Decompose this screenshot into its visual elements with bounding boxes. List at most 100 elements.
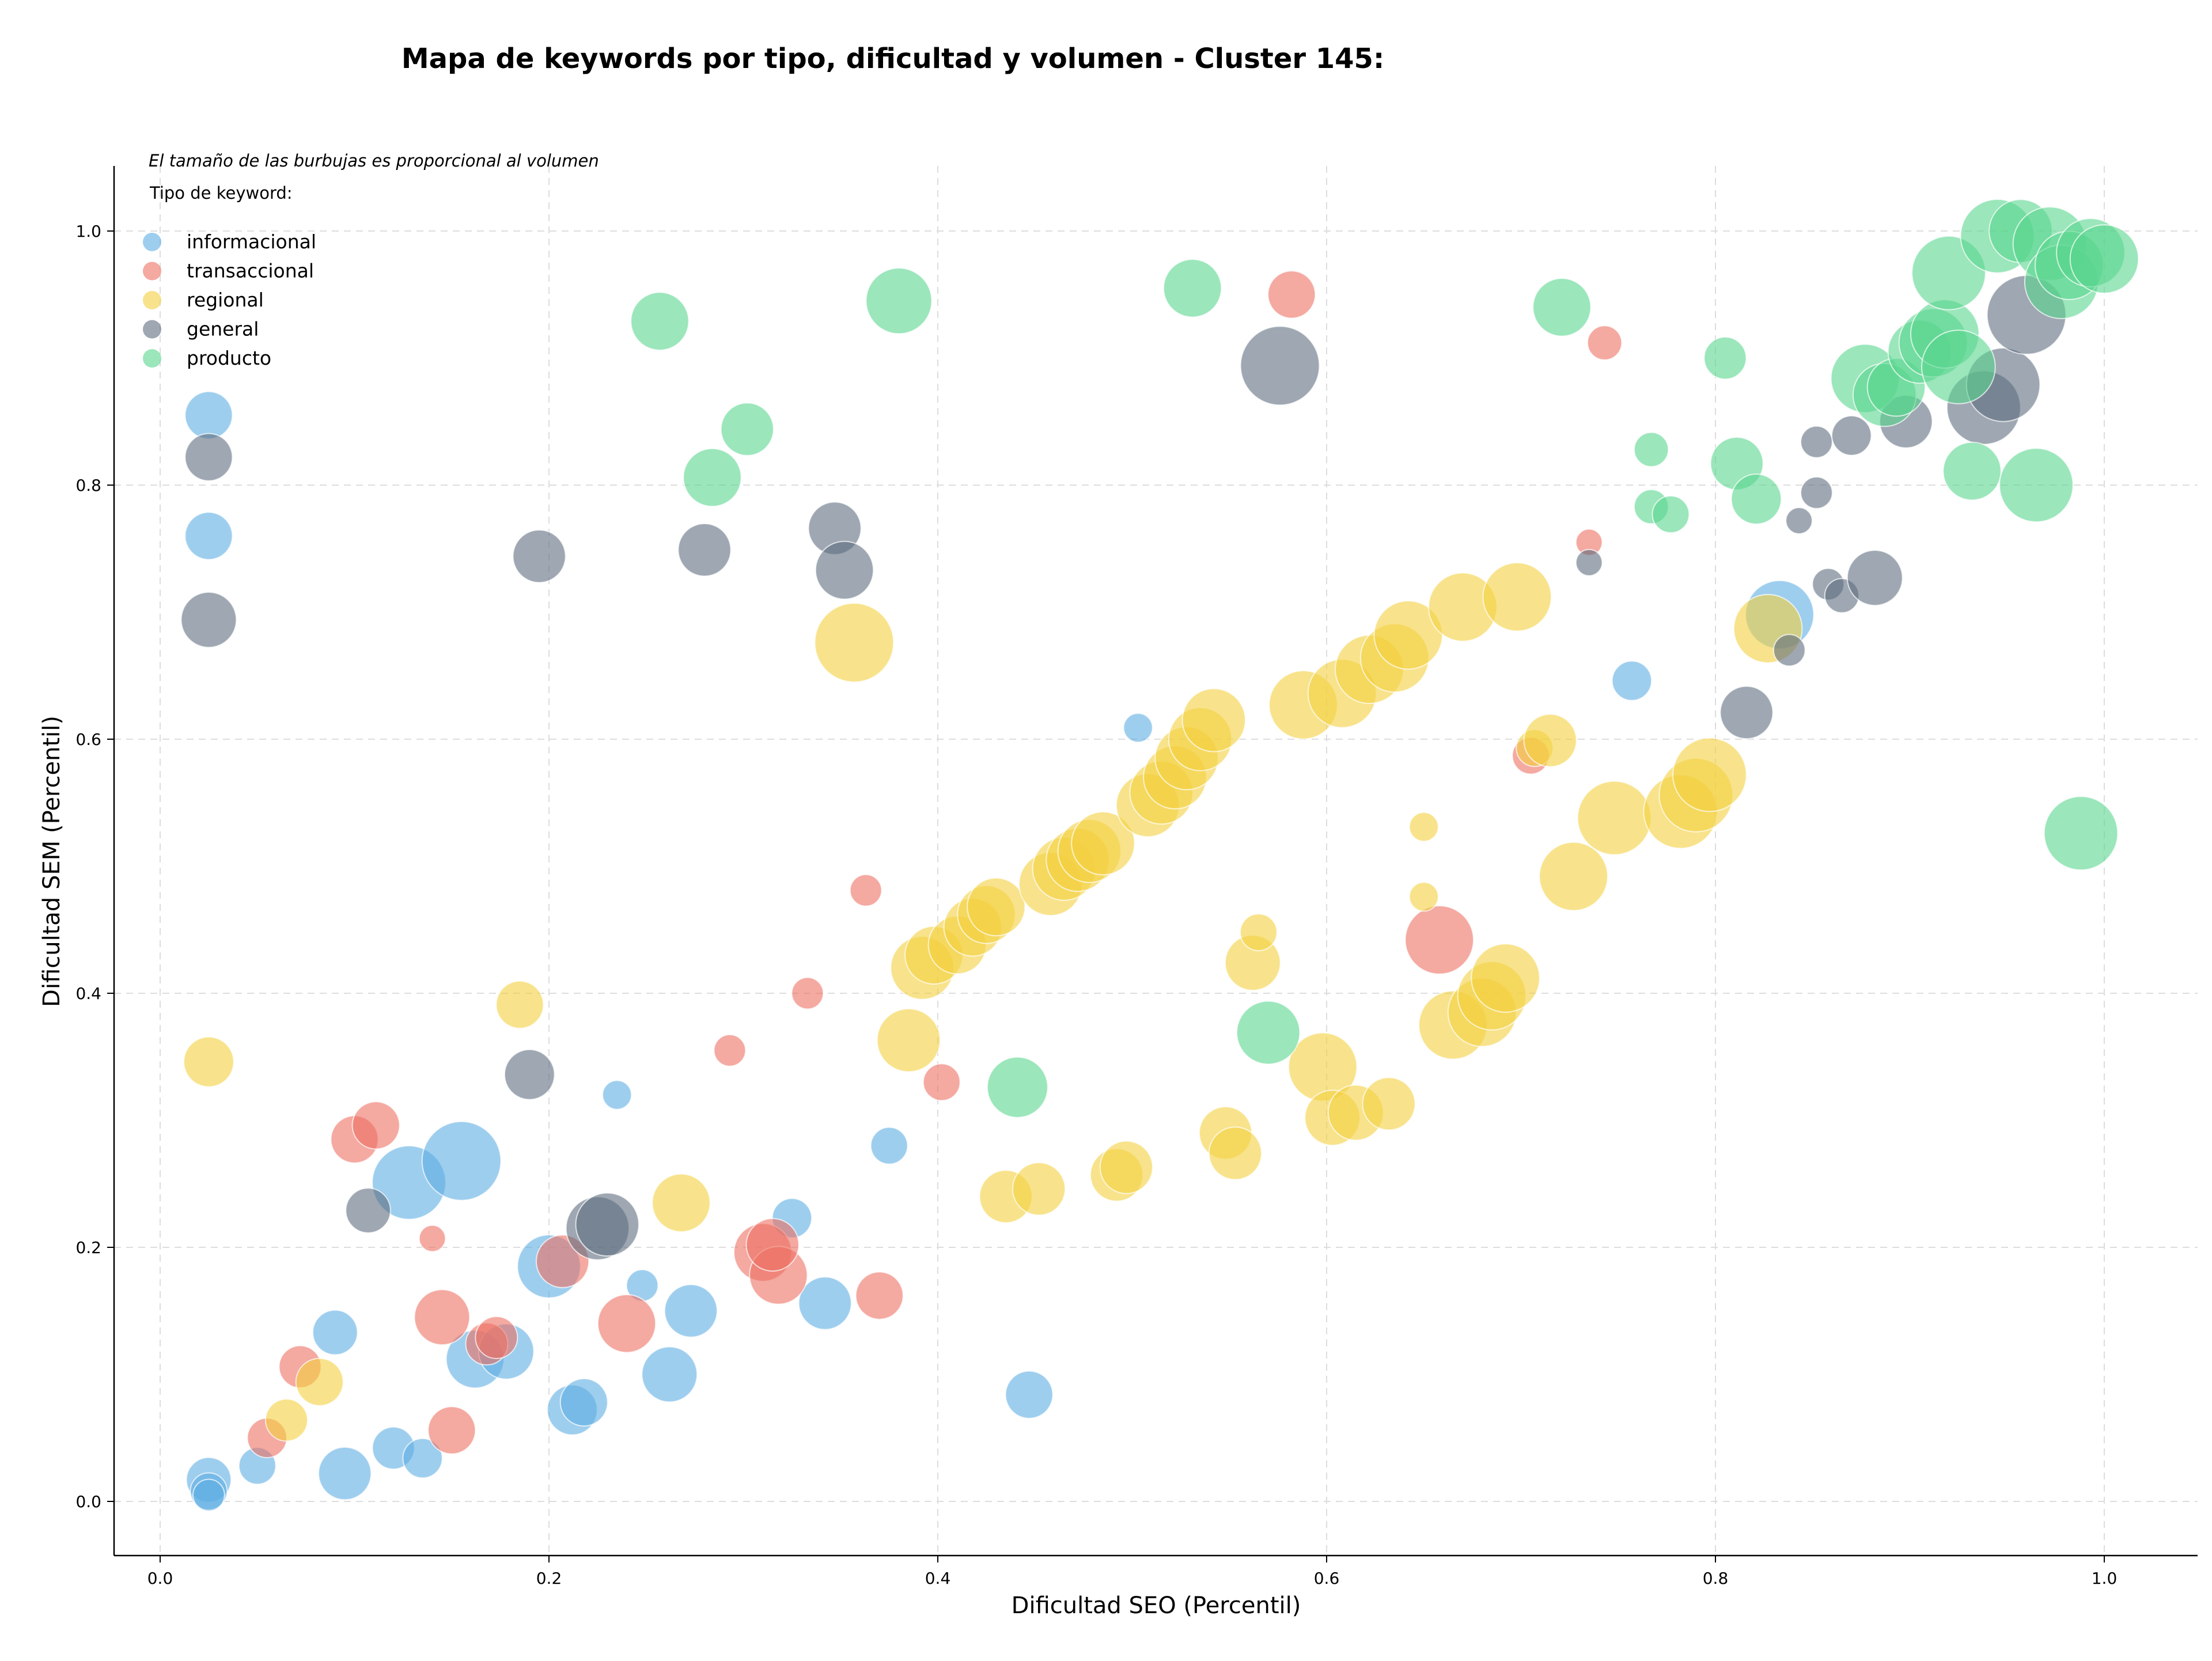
bubble-transaccional	[745, 1217, 800, 1272]
bubble-general	[512, 529, 566, 584]
y-tick-label: 0.2	[75, 1238, 101, 1257]
bubble-producto	[1633, 432, 1669, 467]
bubble-transaccional	[414, 1289, 471, 1346]
bubble-regional	[1539, 841, 1608, 911]
bubble-regional	[264, 1398, 308, 1442]
bubble-regional	[1482, 562, 1552, 632]
bubble-general	[345, 1187, 391, 1234]
bubble-transaccional	[849, 874, 882, 907]
bubble-informacional	[184, 512, 233, 561]
bubble-general	[184, 433, 233, 482]
bubble-informacional	[1005, 1370, 1054, 1419]
bubble-transaccional	[418, 1224, 446, 1253]
legend-marker-transaccional	[143, 262, 161, 281]
bubble-producto	[1999, 448, 2074, 523]
bubble-general	[1785, 506, 1813, 535]
bubble-producto	[720, 402, 774, 456]
y-tick-label: 0.6	[75, 730, 101, 749]
bubble-transaccional	[475, 1316, 518, 1360]
y-axis-label: Dificultad SEM (Percentil)	[39, 716, 65, 1007]
bubble-producto	[986, 1056, 1048, 1118]
x-axis-ticks: 0.0 0.2 0.4 0.6 0.8 1.0	[147, 1556, 2117, 1588]
bubble-informacional	[1123, 713, 1153, 743]
bubble-general	[503, 1049, 555, 1100]
bubble-general	[1846, 550, 1903, 606]
bubble-producto	[1532, 278, 1592, 337]
bubble-regional	[1239, 913, 1278, 952]
y-tick-label: 0.8	[75, 476, 101, 495]
x-tick-label: 0.6	[1314, 1569, 1340, 1588]
legend-label-producto: producto	[187, 347, 271, 369]
bubble-regional	[1362, 1077, 1416, 1131]
bubble-informacional	[1611, 660, 1653, 701]
bubble-general	[1772, 634, 1806, 667]
legend-marker-regional	[143, 291, 161, 309]
bubble-transaccional	[1586, 325, 1623, 361]
bubble-general	[180, 591, 237, 648]
bubble-regional	[1672, 737, 1747, 812]
bubble-informacional	[312, 1309, 358, 1356]
bubble-producto	[630, 292, 690, 351]
bubble-regional	[1408, 881, 1439, 912]
chart-title: Mapa de keywords por tipo, dificultad y …	[402, 43, 1384, 75]
legend-label-regional: regional	[187, 289, 264, 311]
bubble-producto	[1921, 330, 1996, 404]
bubble-informacional	[641, 1346, 698, 1403]
bubble-producto	[1703, 336, 1747, 380]
bubble-general	[677, 523, 732, 577]
y-tick-label: 0.4	[75, 984, 101, 1003]
bubble-producto	[1942, 441, 2002, 501]
bubble-informacional	[192, 1478, 225, 1512]
bubble-general	[1719, 686, 1774, 740]
bubble-regional	[295, 1357, 344, 1406]
bubble-producto	[865, 267, 933, 335]
x-tick-label: 0.0	[147, 1569, 173, 1588]
bubble-regional	[1181, 688, 1246, 752]
bubble-informacional	[798, 1276, 852, 1330]
bubble-general	[1240, 326, 1320, 406]
bubble-transaccional	[1404, 905, 1475, 975]
bubble-producto	[1162, 259, 1222, 318]
bubble-general	[575, 1192, 639, 1257]
bubble-regional	[1099, 1140, 1153, 1194]
bubble-transaccional	[427, 1406, 476, 1455]
legend-label-transaccional: transaccional	[187, 260, 314, 282]
bubble-regional	[1071, 811, 1135, 876]
bubble-producto	[1652, 495, 1690, 534]
bubble-informacional	[402, 1437, 443, 1479]
bubble-regional	[1408, 812, 1439, 842]
bubble-regional	[967, 877, 1026, 937]
bubble-general	[815, 540, 874, 600]
y-axis-ticks: 0.0 0.2 0.4 0.6 0.8 1.0	[75, 222, 114, 1511]
bubble-informacional	[318, 1446, 372, 1501]
legend-label-general: general	[187, 318, 259, 340]
bubble-regional	[1577, 780, 1652, 856]
x-tick-label: 0.8	[1703, 1569, 1729, 1588]
legend-marker-general	[143, 320, 161, 339]
legend-marker-producto	[143, 349, 161, 368]
bubble-regional	[183, 1036, 234, 1088]
bubble-regional	[1523, 713, 1577, 767]
bubble-informacional	[184, 391, 233, 440]
bubble-producto	[1236, 1000, 1301, 1065]
legend-title: Tipo de keyword:	[149, 183, 293, 203]
bubble-general	[1800, 425, 1833, 459]
bubble-producto	[2069, 224, 2139, 294]
x-axis-label: Dificultad SEO (Percentil)	[1012, 1592, 1301, 1619]
bubble-regional	[652, 1173, 711, 1232]
bubble-general	[1800, 476, 1833, 509]
size-note: El tamaño de las burbujas es proporciona…	[149, 151, 599, 171]
bubble-producto	[1730, 473, 1782, 525]
bubble-general	[1831, 415, 1872, 456]
bubble-transaccional	[855, 1271, 904, 1320]
x-tick-label: 0.4	[925, 1569, 951, 1588]
bubble-regional	[1012, 1161, 1066, 1216]
bubble-regional	[1471, 943, 1540, 1013]
bubble-informacional	[664, 1284, 718, 1338]
bubble-general	[1575, 548, 1603, 577]
bubble-regional	[876, 1008, 941, 1073]
bubbles	[180, 198, 2139, 1512]
legend-label-informacional: informacional	[187, 230, 316, 253]
bubble-transaccional	[791, 977, 824, 1010]
